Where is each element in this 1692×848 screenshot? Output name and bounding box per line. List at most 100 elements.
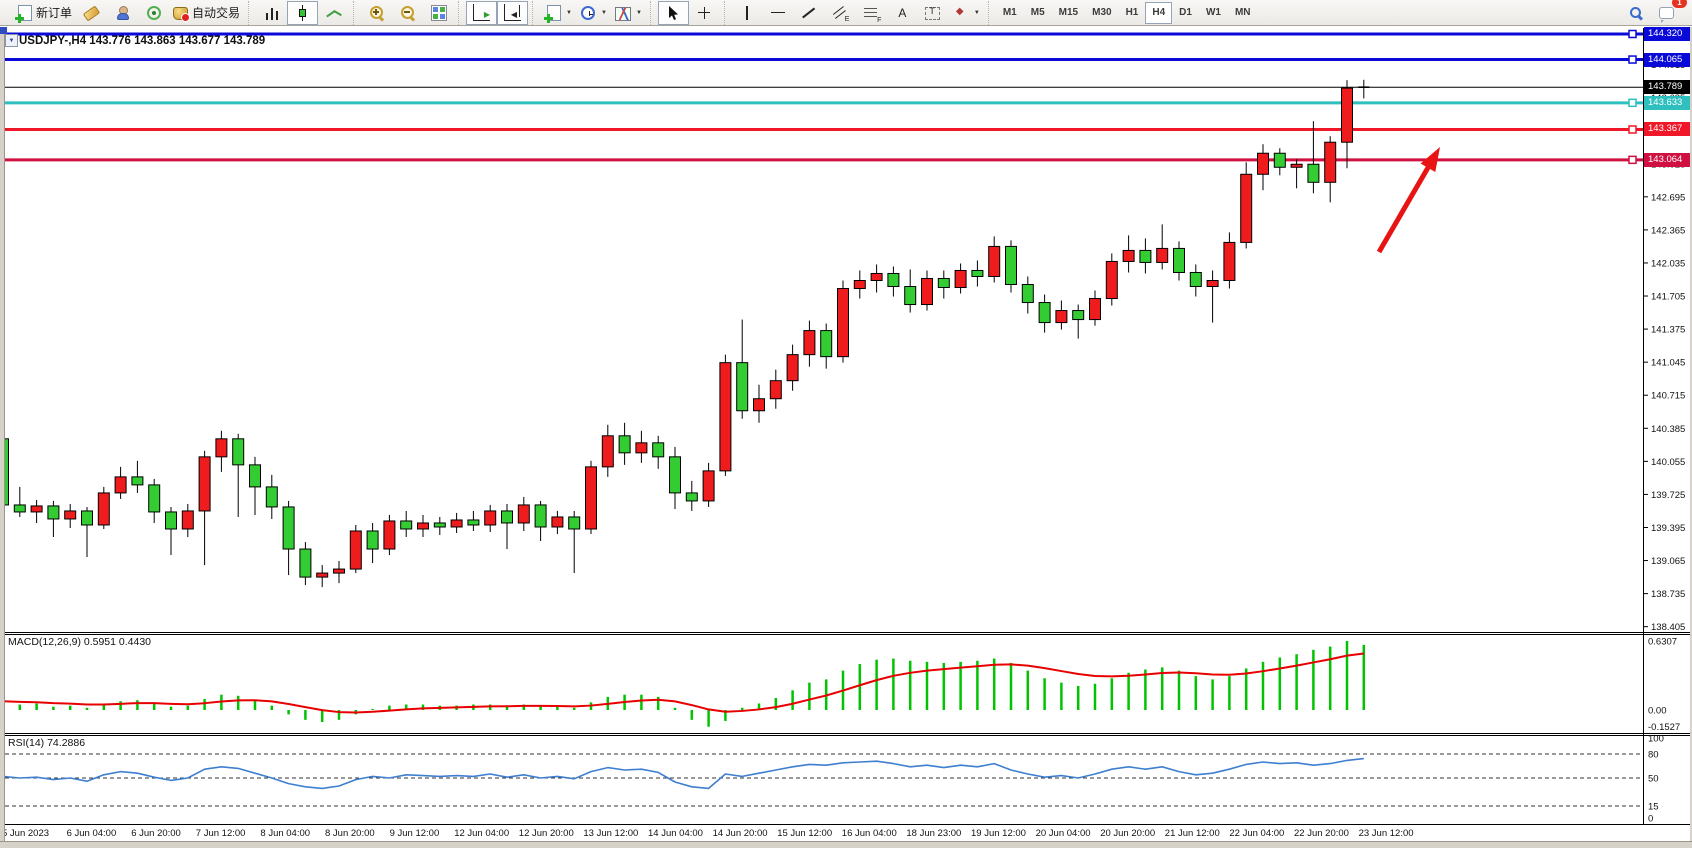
text-button[interactable] [887,1,918,25]
styler-button[interactable] [76,1,107,25]
chart-expander-icon[interactable] [5,34,18,47]
bar-chart-button[interactable] [256,1,287,25]
horizontal-line-button[interactable] [763,1,794,25]
chart-title: USDJPY-,H4 143.776 143.863 143.677 143.7… [19,35,266,47]
chat-button[interactable]: 1 [1651,0,1687,25]
time-axis-label: 18 Jun 23:00 [906,828,961,839]
candle-down [820,330,833,358]
price-tag-144.065: 144.065 [1644,52,1692,67]
timeframe-MN[interactable]: MN [1234,7,1251,18]
timeframe-H1[interactable]: H1 [1125,7,1139,18]
candle-up [1324,141,1337,183]
candle-up [1089,298,1101,321]
price-tick-label: 140.055 [1651,457,1685,468]
hline-handle[interactable] [1628,98,1637,108]
candle-down [1021,284,1034,304]
price-tag-143.633: 143.633 [1644,95,1692,110]
timeframe-M15[interactable]: M15 [1058,7,1079,18]
timeframe-H4[interactable]: H4 [1145,1,1173,24]
autotrade-icon [173,7,191,22]
timeframe-M30[interactable]: M30 [1092,7,1112,18]
candle-up [1055,310,1068,324]
time-axis-label: 22 Jun 20:00 [1294,828,1349,839]
hline-handle[interactable] [1628,55,1637,64]
trend-arrow-shaft[interactable] [1376,163,1433,254]
zoom-out-button[interactable] [392,1,423,25]
time-axis-label: 15 Jun 12:00 [777,828,832,839]
candle-up [988,245,1001,277]
candle-down [1005,245,1017,285]
candle-down [467,519,480,526]
hline-handle[interactable] [1628,155,1637,165]
candle-up [333,568,345,574]
fibonacci-button[interactable] [856,1,887,25]
cursor-button[interactable] [657,0,689,25]
candle-up [417,522,429,530]
tile-windows-button[interactable] [423,1,454,25]
candle-up [635,442,648,454]
window-edge-bottom [0,841,1692,848]
candle-down [13,504,26,513]
line-chart-button[interactable] [318,1,349,25]
candle-up [517,504,530,524]
hline-handle[interactable] [1628,125,1637,134]
candle-up [837,288,849,358]
templates-button[interactable]: ▼ [611,1,646,25]
indicators-button[interactable]: ▼ [540,1,576,25]
toolbar-group-scroll [458,0,532,25]
timeframe-D1[interactable]: D1 [1179,7,1192,18]
macd-signal-line [2,652,1364,714]
time-axis-label: 14 Jun 20:00 [713,828,768,839]
crosshair-button[interactable] [689,1,720,25]
timeframe-M1[interactable]: M1 [1002,7,1017,18]
trend-arrow-head[interactable] [1420,147,1440,173]
signals-button[interactable] [138,1,169,25]
timeframe-W1[interactable]: W1 [1205,7,1221,18]
clock-icon [580,5,595,20]
zoom-in-button[interactable] [361,1,392,25]
price-tick-label: 138.735 [1651,589,1685,600]
chat-icon [1658,6,1674,19]
candle-up [1240,173,1253,243]
chart-shift-button[interactable] [497,0,529,25]
channel-button[interactable] [825,1,856,25]
tile-windows-icon [430,4,447,21]
new-order-button[interactable]: 新订单 [11,1,76,25]
time-axis-label: 22 Jun 04:00 [1229,828,1284,839]
price-tag-143.789: 143.789 [1644,80,1692,95]
candle-down [433,522,446,528]
candle-down [148,484,161,513]
price-tick-label: 139.725 [1651,490,1685,501]
candle-down [131,476,144,486]
toolbar-group-trade: 新订单 自动交易 [4,1,248,25]
search-button[interactable] [1620,1,1651,25]
candle-up [198,456,211,512]
auto-scroll-button[interactable] [466,0,498,25]
candle-down [887,272,900,288]
text-label-button[interactable] [918,1,949,25]
vertical-line-button[interactable] [732,1,763,25]
cursor-icon [669,5,679,20]
trendline-button[interactable] [794,1,825,25]
time-axis-label: 9 Jun 12:00 [390,828,440,839]
periods-button[interactable]: ▼ [576,1,611,25]
toolbar-group-zoom [353,0,458,25]
timeframe-M5[interactable]: M5 [1030,7,1045,18]
bar-chart-icon [263,4,280,21]
toolbar-group-charttype [248,0,353,25]
candle-down [736,362,749,412]
price-tick-label: 141.045 [1651,358,1685,369]
auto-trading-button[interactable]: 自动交易 [169,1,244,25]
profile-button[interactable] [107,1,138,25]
auto-trading-label: 自动交易 [192,6,241,20]
time-axis-label: 21 Jun 12:00 [1165,828,1220,839]
candlestick-button[interactable] [287,0,319,25]
chart-shift-icon [504,4,522,21]
search-icon [1628,5,1644,21]
candle-up [1257,152,1269,175]
arrows-button[interactable]: ▼ [949,1,984,25]
rsi-tick-label: 50 [1648,774,1659,785]
time-axis-label: 8 Jun 20:00 [325,828,375,839]
hline-handle[interactable] [1628,29,1637,39]
